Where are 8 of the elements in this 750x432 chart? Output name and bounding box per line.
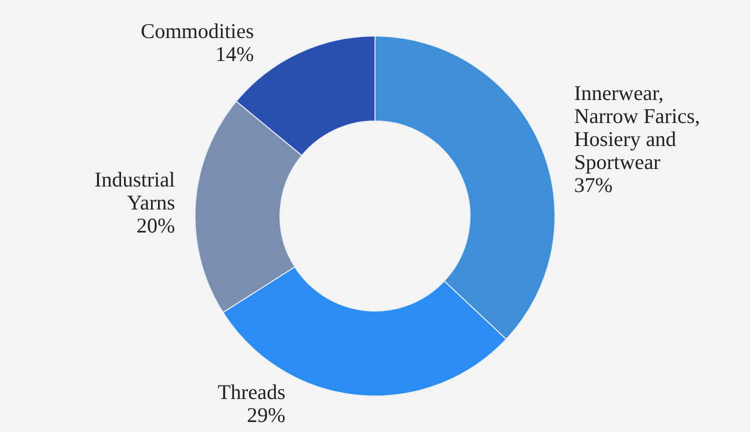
data-label: 37% xyxy=(574,173,613,198)
slice-label: Threads xyxy=(218,380,286,404)
slice-label: Innerwear, Narrow Farics, Hosiery and Sportwear xyxy=(574,81,700,174)
data-label: 20% xyxy=(136,214,175,238)
data-label: 29% xyxy=(246,403,286,427)
slice-label: Commodities xyxy=(140,19,254,44)
slice-label: Industrial Yarns xyxy=(94,168,176,215)
data-label: 14% xyxy=(215,42,254,66)
